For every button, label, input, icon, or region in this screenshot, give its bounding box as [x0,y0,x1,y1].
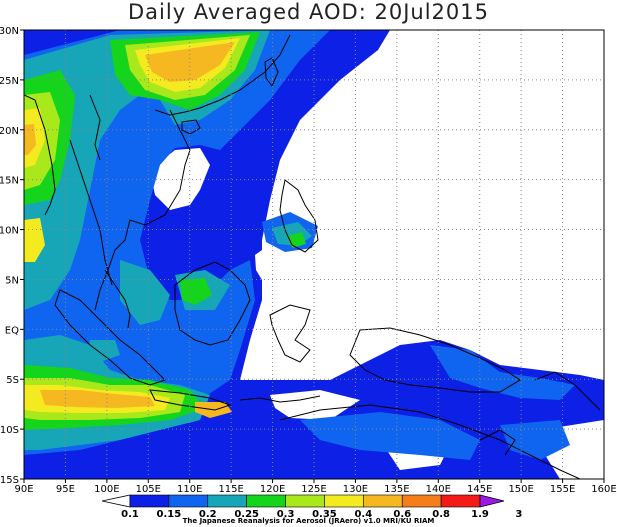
colorbar-labels: 0.1 0.15 0.2 0.25 0.3 0.35 0.4 0.6 0.8 1.9 3 [121,509,522,520]
aod-region-orange-india [24,124,36,155]
colorbar-segment [246,494,286,508]
tick-marks [20,29,605,483]
colorbar-level-label: 0.1 [121,509,139,520]
colorbar-segment [440,494,481,508]
aod-region-lightblue-south [300,412,480,460]
coast-hainan [181,119,201,135]
colorbar-level-label: 0.25 [234,509,259,520]
colorbar-segment [285,494,325,508]
graticule [24,30,604,479]
aod-region-clear-scs [150,148,210,210]
colorbar-segment [401,494,442,508]
lon-label: 90E [14,484,33,495]
coast-sulawesi [269,304,311,363]
lon-label: 140E [426,484,451,495]
lon-label: 150E [508,484,533,495]
lon-label: 125E [301,484,326,495]
coast-lesser-sunda [239,395,321,403]
colorbar-segment [363,494,403,508]
lat-label: 20N [0,126,19,137]
lat-label: 30N [0,26,19,37]
coast-malay [104,269,131,329]
lon-label: 145E [467,484,492,495]
lon-label: 135E [384,484,409,495]
colorbar-segment [129,494,170,508]
lon-label: 105E [136,484,161,495]
lat-label: 5N [5,275,19,286]
colorbar-level-label: 0.15 [157,509,182,520]
colorbar-segment [324,494,364,508]
aod-region-orange-java [40,390,155,408]
lon-label: 115E [218,484,243,495]
coast-india [24,94,56,216]
colorbar-level-label: 1.9 [471,509,489,520]
lon-tick-labels: 90E 95E 100E 105E 110E 115E 120E 125E 130E 135E 14… [14,484,616,495]
lon-label: 95E [56,484,75,495]
colorbar-level-label: 0.8 [432,509,450,520]
lon-label: 130E [343,484,368,495]
aod-region-teal-mal [88,340,120,362]
aod-region-lightblue-far [500,420,570,460]
aod-region-green-borneo [180,278,212,305]
aod-region-lightblue-east [430,345,575,400]
coast-taiwan [264,57,279,87]
aod-region-clear-timor [270,390,360,420]
aod-region-green-phil [288,232,306,248]
colorbar-segment [207,494,247,508]
lon-label: 120E [260,484,285,495]
coast-china-s [154,34,291,116]
lat-label: 15S [0,475,19,486]
colorbar [101,494,505,508]
lat-tick-labels: 30N 25N 20N 15N 10N 5N EQ 5S 10S 15S [0,26,19,486]
colorbar-level-label: 0.6 [393,509,411,520]
coast-islands-east [534,371,601,411]
lon-label: 160E [591,484,616,495]
aod-region-yellow-myan [24,218,45,262]
lon-label: 110E [177,484,202,495]
lat-label: EQ [5,325,19,336]
colorbar-arrow-high [479,494,505,508]
colorbar-level-label: 3 [515,509,522,520]
coast-philippines [279,179,319,253]
colorbar-level-label: 0.2 [199,509,217,520]
coast-bay-bengal-e [69,139,113,286]
lat-label: 5S [6,375,19,386]
coast-new-guinea [349,327,521,393]
lat-label: 15N [0,176,19,187]
colorbar-level-label: 0.3 [277,509,295,520]
colorbar-level-label: 0.35 [312,509,337,520]
colorbar-level-label: 0.4 [354,509,372,520]
lat-label: 10N [0,226,19,237]
credit-text: The Japanese Reanalysis for Aerosol (JRA… [182,517,435,525]
coast-sumatra [54,289,166,386]
lat-label: 10S [0,425,19,436]
colorbar-arrow-low [101,494,131,508]
lat-label: 25N [0,76,19,87]
coast-islands-pacific [479,429,516,456]
aod-region-teal-sumatra [120,260,170,325]
coast-myanmar [89,94,101,161]
lon-label: 155E [550,484,575,495]
colorbar-segment [168,494,209,508]
coast-java [149,389,232,411]
aod-region-clear-borneo-e [255,250,268,280]
map-title: Daily Averaged AOD: 20Jul2015 [127,0,489,24]
coast-borneo [174,261,251,346]
lon-label: 100E [94,484,119,495]
coast-australia [279,404,581,479]
